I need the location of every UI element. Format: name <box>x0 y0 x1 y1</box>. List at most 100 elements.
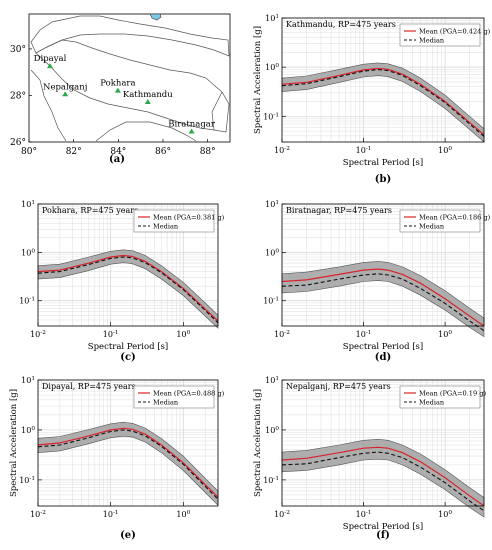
x-tick-label: 100 <box>438 146 452 155</box>
x-axis-label: Spectral Period [s] <box>343 342 423 352</box>
plot-frame <box>281 17 485 143</box>
map-lat-label: 26° <box>10 138 26 148</box>
uncertainty-band <box>281 261 485 338</box>
y-tick-label: 100 <box>21 426 35 435</box>
y-tick-label: 101 <box>265 200 279 209</box>
city-marker-dipayal <box>46 63 53 69</box>
x-tick-label: 100 <box>438 330 452 339</box>
legend-label-mean: Mean (PGA=0.488 g) <box>153 390 225 398</box>
map-lat-ticks: 26° 28° 30° <box>10 45 32 148</box>
spectra-charts: 10-2 10-1 100 10-1 100 101 Kathmandu, RP=475 y… <box>9 14 491 541</box>
y-tick-label: 101 <box>265 14 279 23</box>
legend: Mean (PGA=0.19 g)Median <box>399 385 486 409</box>
legend-box <box>399 23 481 47</box>
x-tick-label: 10-2 <box>274 330 290 339</box>
x-axis-label: Spectral Period [s] <box>343 522 423 532</box>
x-axis-label: Spectral Period [s] <box>88 342 168 352</box>
chart-title: Biratnagar, RP=475 years <box>286 206 392 215</box>
map-lon-label: 88° <box>200 147 216 157</box>
city-label-pokhara: Pokhara <box>100 79 135 89</box>
map-south-border <box>95 121 197 142</box>
y-tick-label: 10-1 <box>263 297 279 306</box>
series-line-mean <box>37 254 219 322</box>
y-tick-label: 10-1 <box>263 112 279 121</box>
legend-box <box>133 385 215 409</box>
city-marker-biratnagar <box>188 128 195 134</box>
y-axis-label: Spectral Acceleration [g] <box>9 389 19 497</box>
x-tick-label: 10-2 <box>30 330 46 339</box>
y-tick-label: 10-1 <box>19 476 35 485</box>
legend-box <box>399 209 481 233</box>
chart-title: Kathmandu, RP=475 years <box>286 20 396 29</box>
series-line-mean <box>281 268 485 327</box>
city-marker-kathmandu <box>144 98 151 104</box>
series-line-median <box>281 273 485 332</box>
city-marker-pokhara <box>114 87 121 93</box>
x-tick-label: 100 <box>176 510 190 519</box>
chart-panel-e: 10-2 10-1 100 10-1 100 101 Dipayal, RP=475 yea… <box>9 376 225 541</box>
legend-label-mean: Mean (PGA=0.19 g) <box>419 390 486 398</box>
chart-title: Nepalganj, RP=475 years <box>286 382 391 391</box>
y-tick-label: 101 <box>21 376 35 385</box>
series-line-median <box>281 451 485 512</box>
map-lon-label: 80° <box>21 147 37 157</box>
series-line-mean <box>281 446 485 507</box>
y-tick-label: 100 <box>265 248 279 257</box>
city-label-biratnagar: Biratnagar <box>168 120 216 130</box>
plot-frame <box>281 379 485 507</box>
city-marker-nepalganj <box>62 91 69 97</box>
x-tick-label: 10-1 <box>103 510 119 519</box>
y-tick-label: 10-1 <box>19 297 35 306</box>
legend-label-mean: Mean (PGA=0.186 g) <box>419 214 491 222</box>
uncertainty-band <box>37 249 219 329</box>
y-axis-label: Spectral Acceleration [g] <box>253 26 263 134</box>
map-inner-border <box>30 69 67 142</box>
plot-frame <box>281 203 485 327</box>
series-line-mean <box>281 67 485 136</box>
chart-panel-b: 10-2 10-1 100 10-1 100 101 Kathmandu, RP=475 y… <box>253 14 491 185</box>
map-lon-ticks: 80° 82° 84° 86° 88° <box>21 139 216 157</box>
x-tick-label: 10-1 <box>103 330 119 339</box>
map-lat-label: 30° <box>10 45 26 55</box>
legend-label-median: Median <box>419 37 445 45</box>
x-tick-label: 10-1 <box>356 146 372 155</box>
series-line-mean <box>37 427 219 498</box>
map-lon-label: 86° <box>155 147 171 157</box>
legend-label-mean: Mean (PGA=0.424 g) <box>419 28 491 36</box>
panel-tag-a: (a) <box>109 154 125 165</box>
legend-box <box>399 385 481 409</box>
chart-panel-c: 10-2 10-1 100 10-1 100 101 Pokhara, RP=475 yea… <box>19 200 224 363</box>
map-lon-label: 84° <box>110 147 126 157</box>
chart-panel-f: 10-2 10-1 100 10-1 100 101 Nepalganj, RP=475 y… <box>253 376 486 541</box>
series-line-median <box>281 69 485 137</box>
series-line-median <box>37 256 219 324</box>
legend-label-mean: Mean (PGA=0.381 g) <box>153 214 225 222</box>
panel-tag: (d) <box>375 352 391 363</box>
city-label-dipayal: Dipayal <box>34 54 67 64</box>
plot-frame <box>37 379 219 507</box>
x-axis-label: Spectral Period [s] <box>343 158 423 168</box>
y-tick-label: 101 <box>21 200 35 209</box>
legend: Mean (PGA=0.381 g)Median <box>133 209 225 233</box>
chart-panel-d: 10-2 10-1 100 10-1 100 101 Biratnagar, RP=475 … <box>263 200 490 363</box>
legend: Mean (PGA=0.424 g)Median <box>399 23 491 47</box>
panel-tag: (b) <box>375 174 391 185</box>
series-line-median <box>37 429 219 500</box>
map-lat-label: 28° <box>10 91 26 101</box>
city-label-kathmandu: Kathmandu <box>123 90 173 100</box>
map-country-border <box>30 15 230 57</box>
map-east-border <box>211 91 223 131</box>
y-tick-label: 100 <box>21 248 35 257</box>
grid-lines <box>281 17 485 143</box>
x-tick-label: 100 <box>176 330 190 339</box>
chart-title: Pokhara, RP=475 years <box>42 206 138 215</box>
panel-tag: (e) <box>120 530 136 541</box>
y-tick-label: 101 <box>265 376 279 385</box>
legend-label-median: Median <box>419 399 445 407</box>
panel-tag: (f) <box>376 530 390 541</box>
map-nepal-border <box>35 39 230 133</box>
legend: Mean (PGA=0.186 g)Median <box>399 209 491 233</box>
